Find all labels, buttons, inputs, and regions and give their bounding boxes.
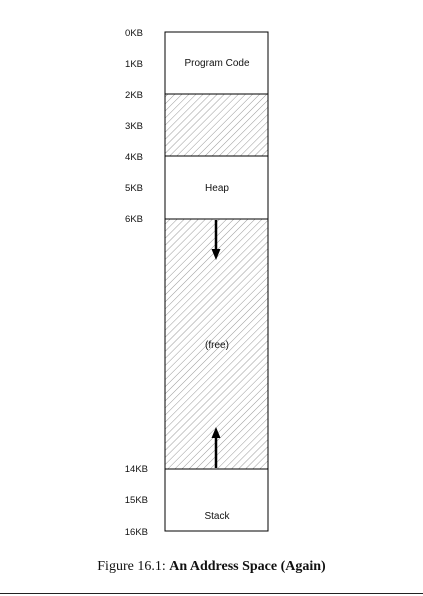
heap-growth-arrow-down — [211, 220, 221, 260]
tick-label: 6KB — [125, 214, 143, 225]
figure-caption: Figure 16.1: An Address Space (Again) — [0, 559, 423, 575]
tick-label: 4KB — [125, 152, 143, 163]
tick-label: 14KB — [125, 464, 148, 475]
tick-label: 0KB — [125, 28, 143, 39]
stack-growth-arrow-up — [211, 427, 221, 468]
tick-label: 3KB — [125, 121, 143, 132]
free-region-hatched — [165, 219, 268, 469]
segment-label-heap: Heap — [205, 183, 229, 194]
caption-prefix: Figure 16.1: — [97, 559, 170, 574]
page-bottom-rule — [0, 593, 423, 594]
tick-label: 2KB — [125, 90, 143, 101]
segment-label-program-code: Program Code — [184, 58, 249, 69]
tick-label: 1KB — [125, 59, 143, 70]
unused-region-hatched — [165, 94, 268, 156]
tick-label: 15KB — [125, 495, 148, 506]
address-space-box — [164, 31, 269, 532]
tick-label: 5KB — [125, 183, 143, 194]
segment-label-stack: Stack — [204, 511, 230, 522]
caption-title: An Address Space (Again) — [169, 559, 326, 574]
tick-label: 16KB — [125, 527, 148, 538]
segment-label-free: (free) — [205, 340, 229, 351]
